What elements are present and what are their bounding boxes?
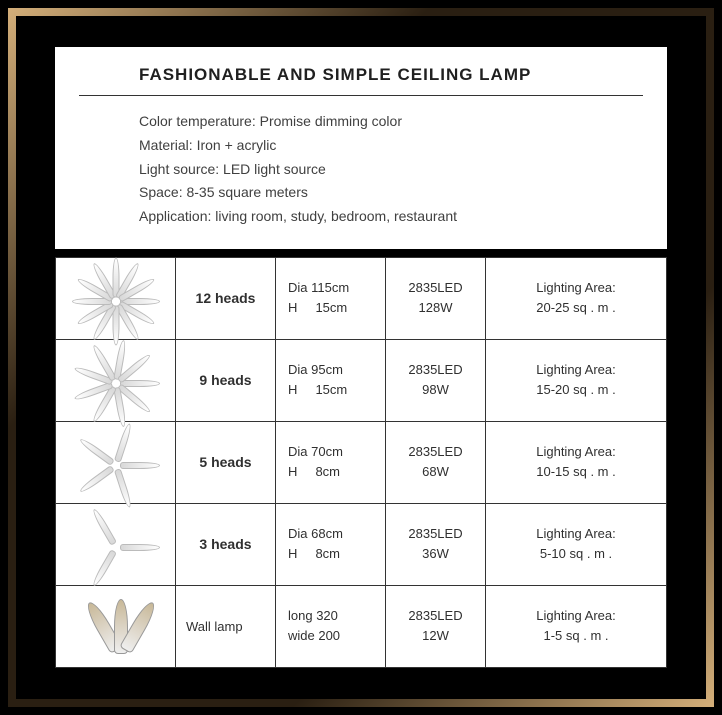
variant-name: Wall lamp [176,585,276,667]
area-label: Lighting Area: [536,608,616,623]
variant-led: 2835LED 36W [386,503,486,585]
variant-dimensions: long 320 wide 200 [276,585,386,667]
dim-line-1: Dia 95cm [288,362,343,377]
led-type: 2835LED [408,526,462,541]
variant-led: 2835LED 12W [386,585,486,667]
product-title: FASHIONABLE AND SIMPLE CEILING LAMP [79,65,643,96]
wall-lamp-icon [76,591,156,661]
area-label: Lighting Area: [536,280,616,295]
table-row: 3 heads Dia 68cm H 8cm 2835LED 36W Lighting A… [56,503,667,585]
lamp-icon [66,268,166,328]
variant-dimensions: Dia 70cm H 8cm [276,421,386,503]
variant-name: 12 heads [176,257,276,339]
area-value: 1-5 sq . m . [543,628,608,643]
led-type: 2835LED [408,444,462,459]
area-label: Lighting Area: [536,444,616,459]
table-row: 9 heads Dia 95cm H 15cm 2835LED 98W Lighting … [56,339,667,421]
variant-image-cell [56,585,176,667]
variant-dimensions: Dia 115cm H 15cm [276,257,386,339]
variant-led: 2835LED 128W [386,257,486,339]
lamp-icon [66,350,166,410]
dim-line-2: wide 200 [288,628,340,643]
header-panel: FASHIONABLE AND SIMPLE CEILING LAMP Colo… [55,47,667,249]
variant-name: 9 heads [176,339,276,421]
spec-application: Application: living room, study, bedroom… [79,205,643,229]
area-value: 20-25 sq . m . [536,300,615,315]
spec-light-source: Light source: LED light source [79,158,643,182]
dim-line-1: long 320 [288,608,338,623]
variant-lighting-area: Lighting Area: 20-25 sq . m . [486,257,667,339]
led-type: 2835LED [408,362,462,377]
led-type: 2835LED [408,280,462,295]
table-row: Wall lamp long 320 wide 200 2835LED 12W Light… [56,585,667,667]
led-wattage: 128W [419,300,453,315]
variant-lighting-area: Lighting Area: 10-15 sq . m . [486,421,667,503]
variants-table: 12 heads Dia 115cm H 15cm 2835LED 128W Lighti… [55,257,667,668]
variant-lighting-area: Lighting Area: 5-10 sq . m . [486,503,667,585]
spec-material: Material: Iron + acrylic [79,134,643,158]
led-wattage: 12W [422,628,449,643]
area-label: Lighting Area: [536,526,616,541]
table-row: 5 heads Dia 70cm H 8cm 2835LED 68W Lighting A… [56,421,667,503]
variant-image-cell [56,421,176,503]
dim-line-1: Dia 68cm [288,526,343,541]
dim-line-1: Dia 115cm [288,280,349,295]
variant-name: 3 heads [176,503,276,585]
variant-led: 2835LED 98W [386,339,486,421]
spec-space: Space: 8-35 square meters [79,181,643,205]
dim-line-2: H 8cm [288,546,340,561]
variant-lighting-area: Lighting Area: 15-20 sq . m . [486,339,667,421]
variant-led: 2835LED 68W [386,421,486,503]
area-value: 10-15 sq . m . [536,464,615,479]
led-wattage: 98W [422,382,449,397]
lamp-icon [66,514,166,574]
led-wattage: 36W [422,546,449,561]
led-type: 2835LED [408,608,462,623]
lamp-icon [66,432,166,492]
variant-image-cell [56,339,176,421]
table-row: 12 heads Dia 115cm H 15cm 2835LED 128W Lighti… [56,257,667,339]
variant-lighting-area: Lighting Area: 1-5 sq . m . [486,585,667,667]
variant-dimensions: Dia 68cm H 8cm [276,503,386,585]
led-wattage: 68W [422,464,449,479]
dim-line-2: H 15cm [288,300,347,315]
variant-image-cell [56,503,176,585]
area-value: 5-10 sq . m . [540,546,612,561]
dim-line-1: Dia 70cm [288,444,343,459]
variant-name: 5 heads [176,421,276,503]
area-value: 15-20 sq . m . [536,382,615,397]
dim-line-2: H 15cm [288,382,347,397]
product-spec-card: FASHIONABLE AND SIMPLE CEILING LAMP Colo… [55,47,667,668]
variant-dimensions: Dia 95cm H 15cm [276,339,386,421]
spec-color-temperature: Color temperature: Promise dimming color [79,110,643,134]
variant-image-cell [56,257,176,339]
area-label: Lighting Area: [536,362,616,377]
dim-line-2: H 8cm [288,464,340,479]
